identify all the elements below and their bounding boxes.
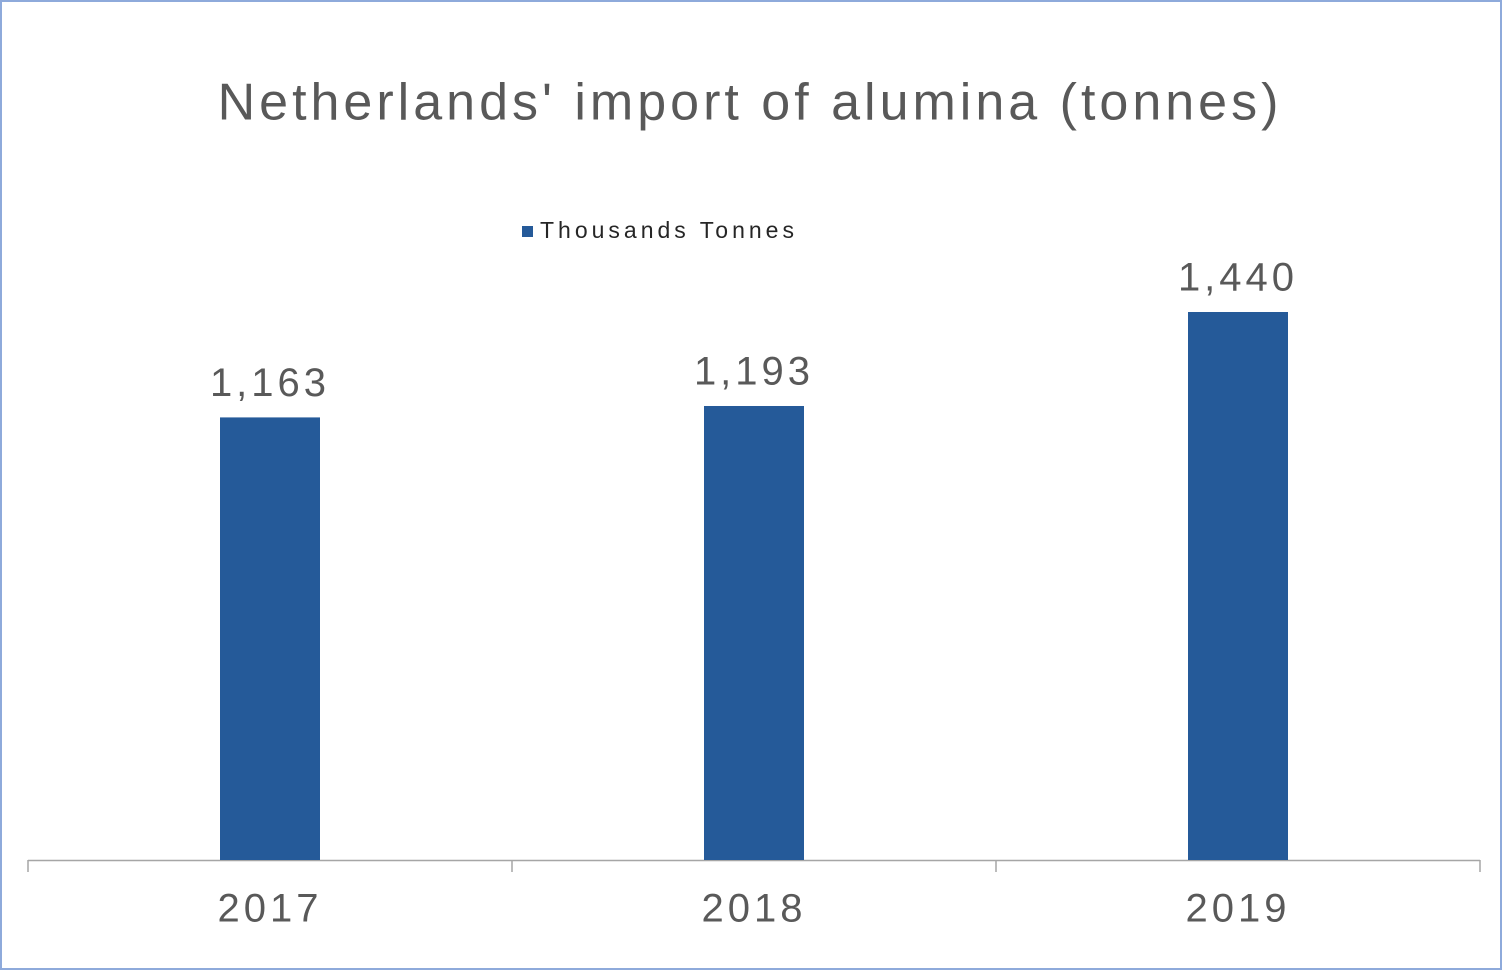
legend-swatch [522,226,533,237]
legend-label: Thousands Tonnes [540,217,798,243]
bar [1188,312,1288,860]
data-label: 1,440 [1178,256,1298,300]
x-tick-label: 2018 [702,887,807,931]
data-label: 1,163 [210,361,330,405]
x-tick-label: 2017 [218,887,323,931]
x-tick-label: 2019 [1186,887,1291,931]
bar [704,405,804,860]
bar [220,417,320,860]
chart-title: Netherlands' import of alumina (tonnes) [218,74,1283,132]
data-label: 1,193 [694,350,814,394]
